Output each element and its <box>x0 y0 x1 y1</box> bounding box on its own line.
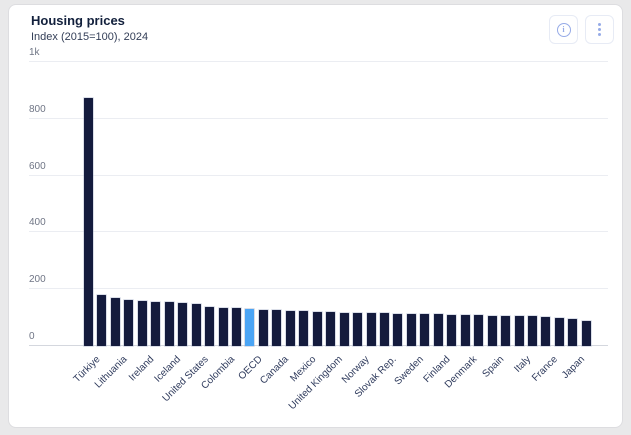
bar-canada[interactable] <box>272 310 282 346</box>
x-axis-label: Sweden <box>392 354 426 388</box>
bar[interactable] <box>97 294 107 346</box>
bar-italy[interactable] <box>514 316 524 346</box>
bar-norway[interactable] <box>353 312 363 346</box>
bar-spain[interactable] <box>487 315 497 346</box>
gridline-200 <box>29 288 608 290</box>
y-tick-label: 200 <box>29 274 46 286</box>
x-axis-label: France <box>530 354 561 384</box>
gridline-600 <box>29 174 608 176</box>
chart-card: Housing prices Index (2015=100), 2024 i … <box>8 4 623 428</box>
x-axis-labels: Türkiye Lithuania Ireland Iceland United Sta… <box>72 346 591 421</box>
x-axis-label: Canada <box>258 354 292 387</box>
chart-header: Housing prices Index (2015=100), 2024 i <box>31 13 614 44</box>
bar-finland[interactable] <box>433 314 443 346</box>
menu-button[interactable] <box>585 15 614 44</box>
y-tick-label: 600 <box>29 160 46 172</box>
bar-iceland[interactable] <box>164 302 174 346</box>
bar-oecd[interactable] <box>245 308 255 346</box>
kebab-menu-icon <box>598 23 601 36</box>
bar-japan[interactable] <box>568 318 578 346</box>
bar[interactable] <box>231 308 241 346</box>
bar[interactable] <box>339 312 349 346</box>
gridline-1k <box>29 61 608 62</box>
bar[interactable] <box>285 310 295 346</box>
bar[interactable] <box>151 301 161 346</box>
bar[interactable] <box>124 299 134 346</box>
bar[interactable] <box>554 317 564 346</box>
y-tick-label: 1k <box>29 47 40 58</box>
y-tick-label: 800 <box>29 103 46 115</box>
chart-header-text: Housing prices Index (2015=100), 2024 <box>31 13 148 44</box>
y-tick-label: 400 <box>29 217 46 229</box>
x-axis-label: Italy <box>512 354 534 375</box>
bar[interactable] <box>420 314 430 346</box>
x-axis-label: Ireland <box>127 354 157 384</box>
info-icon: i <box>556 22 571 37</box>
bar-denmark[interactable] <box>460 315 470 346</box>
bar-colombia[interactable] <box>218 307 228 346</box>
info-button[interactable]: i <box>549 15 578 44</box>
bar[interactable] <box>501 315 511 346</box>
bar-ireland[interactable] <box>137 300 147 346</box>
bar-lithuania[interactable] <box>110 298 120 346</box>
bar[interactable] <box>366 313 376 346</box>
bar-slovak-rep-[interactable] <box>379 313 389 346</box>
bars-container <box>84 62 591 346</box>
y-tick-label: 0 <box>29 331 35 342</box>
x-axis-label: Spain <box>480 354 507 380</box>
bar-united-states[interactable] <box>191 303 201 346</box>
bar[interactable] <box>312 311 322 346</box>
bar-france[interactable] <box>541 316 551 346</box>
bar-united-kingdom[interactable] <box>326 311 336 346</box>
bar-chart-plot: 0 200 400 600 800 1k Türkiye Lithuania Ireland I… <box>29 47 608 412</box>
bar[interactable] <box>393 313 403 346</box>
chart-actions: i <box>549 15 614 44</box>
x-axis-label: Japan <box>560 354 588 382</box>
chart-subtitle: Index (2015=100), 2024 <box>31 31 149 43</box>
bar-t-rkiye[interactable] <box>84 97 93 346</box>
bar[interactable] <box>258 309 268 346</box>
bar[interactable] <box>581 321 591 346</box>
bar[interactable] <box>178 302 188 346</box>
gridline-400 <box>29 231 608 233</box>
bar-mexico[interactable] <box>299 311 309 346</box>
bar-sweden[interactable] <box>406 313 416 346</box>
bar[interactable] <box>474 315 484 346</box>
gridline-800 <box>29 117 608 119</box>
bar[interactable] <box>205 306 215 346</box>
bar[interactable] <box>447 314 457 346</box>
bar[interactable] <box>527 316 537 346</box>
chart-title: Housing prices <box>31 13 125 28</box>
